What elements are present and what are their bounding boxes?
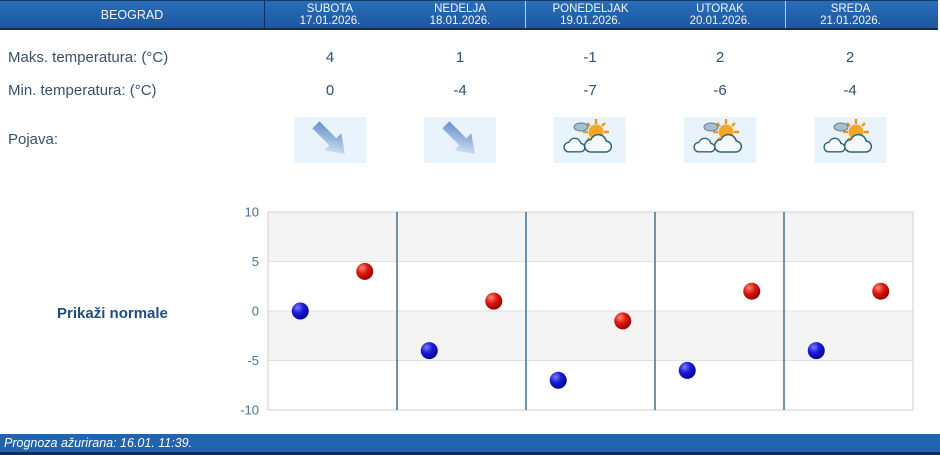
max-temp-value: 1 (455, 49, 465, 66)
day-name: NEDELJA (434, 2, 486, 15)
min-temp-value: -6 (713, 82, 727, 99)
max-temp-point-subota (356, 262, 374, 280)
day-name: SUBOTA (306, 2, 354, 15)
y-axis-tick-label: -10 (240, 403, 259, 418)
min-temp-value: -4 (453, 82, 467, 99)
max-temp-point-ponedeljak (614, 312, 632, 330)
min-temp-point-ponedeljak (549, 371, 567, 389)
location-name: BEOGRAD (100, 7, 164, 22)
min-temp-point-subota (291, 302, 309, 320)
min-temp-point-utorak (678, 361, 696, 379)
chart-band (268, 311, 913, 361)
day-header-sreda[interactable]: SREDA 21.01.2026. (785, 1, 915, 28)
forecast-updated-text: Prognoza ažurirana: 16.01. 11:39. (4, 436, 193, 450)
min-temp-point-nedelja (420, 342, 438, 360)
y-axis-tick-label: 10 (245, 205, 259, 220)
max-temp-value: -1 (583, 49, 597, 66)
sun-behind-clouds-icon (823, 119, 873, 153)
max-temp-point-sreda (872, 282, 890, 300)
day-date: 21.01.2026. (820, 14, 881, 27)
day-date: 17.01.2026. (299, 14, 361, 27)
day-header-utorak[interactable]: UTORAK 20.01.2026. (655, 1, 785, 28)
max-temp-value: 2 (715, 49, 725, 66)
min-temp-point-sreda (807, 342, 825, 360)
y-axis-tick-label: 0 (252, 304, 259, 319)
day-name: SREDA (830, 2, 871, 15)
sun-behind-clouds-icon (563, 119, 613, 153)
falling-arrow-icon (442, 121, 475, 154)
day-name: UTORAK (696, 2, 744, 15)
day-name: PONEDELJAK (552, 2, 629, 15)
chart-band (268, 261, 913, 311)
pojava-label: Pojava: (8, 131, 59, 148)
weather-icon-cell (814, 117, 886, 163)
sun-behind-clouds-icon (693, 119, 743, 153)
weather-icon-cell (684, 117, 756, 163)
max-temp-point-utorak (743, 282, 761, 300)
chart-plot-border (267, 211, 914, 411)
header-filler (915, 1, 938, 28)
y-axis-tick-label: 5 (252, 254, 259, 269)
max-temp-value: 4 (325, 49, 335, 66)
day-date: 19.01.2026. (560, 14, 621, 27)
weather-icon-cell (554, 117, 626, 163)
falling-arrow-icon (312, 121, 345, 154)
chart-band (268, 360, 913, 410)
forecast-table-header: BEOGRAD SUBOTA 17.01.2026. NEDELJA 18.01… (0, 0, 938, 30)
max-temperature-label: Maks. temperatura: (°C) (8, 49, 169, 66)
location-header-cell: BEOGRAD (0, 1, 265, 28)
min-temperature-label: Min. temperatura: (°C) (8, 82, 157, 99)
temperature-scatter-chart: 10 5 0 -5 -10 (240, 205, 914, 418)
day-header-nedelja[interactable]: NEDELJA 18.01.2026. (395, 1, 525, 28)
day-date: 18.01.2026. (429, 14, 491, 27)
day-date: 20.01.2026. (689, 14, 751, 27)
show-normals-toggle[interactable]: Prikaži normale (57, 305, 168, 322)
min-temp-value: 0 (325, 82, 335, 99)
weather-icon-cell (424, 117, 496, 163)
chart-band (268, 212, 913, 262)
max-temp-point-nedelja (485, 292, 503, 310)
min-temp-value: -4 (843, 82, 857, 99)
max-temp-value: 2 (845, 49, 855, 66)
footer-bar: Prognoza ažurirana: 16.01. 11:39. (0, 434, 940, 455)
y-axis-tick-label: -5 (247, 353, 259, 368)
day-header-subota[interactable]: SUBOTA 17.01.2026. (265, 1, 395, 28)
day-header-ponedeljak[interactable]: PONEDELJAK 19.01.2026. (525, 1, 655, 28)
weather-icon-cell (294, 117, 366, 163)
min-temp-value: -7 (583, 82, 597, 99)
